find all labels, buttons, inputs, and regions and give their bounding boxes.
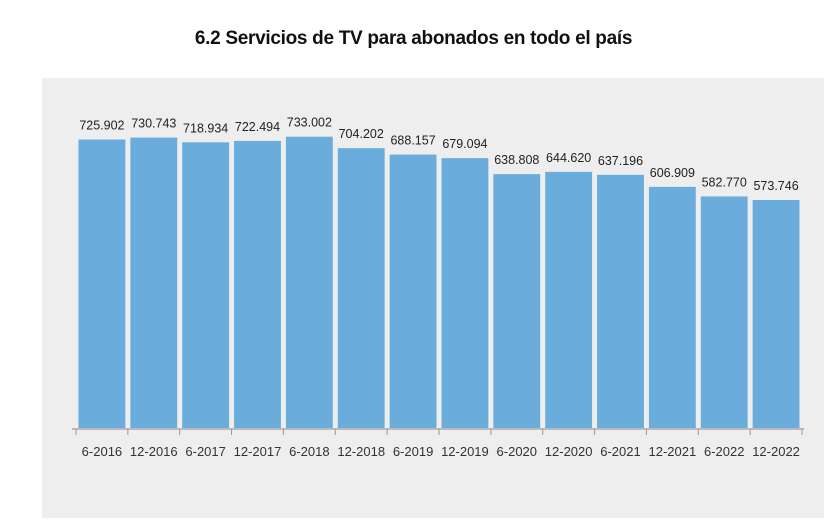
value-label-6-2022: 582.770 [702, 175, 747, 189]
bar-6-2022 [700, 196, 748, 428]
value-label-6-2019: 688.157 [390, 134, 435, 148]
x-tick-label-12-2018: 12-2018 [337, 444, 385, 459]
x-tick-label-12-2016: 12-2016 [130, 444, 178, 459]
value-label-6-2018: 733.002 [287, 116, 332, 130]
value-label-12-2021: 606.909 [650, 166, 695, 180]
x-tick-label-6-2020: 6-2020 [497, 444, 537, 459]
bar-12-2020 [545, 171, 593, 428]
x-tick-label-12-2017: 12-2017 [234, 444, 282, 459]
bar-6-2021 [597, 174, 644, 428]
x-tick-label-12-2022: 12-2022 [752, 444, 800, 459]
value-label-12-2016: 730.743 [131, 117, 176, 131]
bar-12-2021 [648, 186, 696, 428]
bar-12-2016 [130, 137, 178, 429]
bar-12-2017 [234, 140, 281, 429]
value-label-6-2020: 638.808 [494, 153, 539, 167]
x-tick-label-6-2021: 6-2021 [600, 444, 640, 459]
value-label-12-2022: 573.746 [753, 179, 798, 193]
value-label-6-2017: 718.934 [183, 121, 228, 135]
value-label-12-2018: 704.202 [339, 127, 384, 141]
bar-6-2018 [285, 136, 333, 428]
bar-12-2022 [752, 200, 800, 428]
bar-12-2019 [441, 158, 489, 429]
bar-6-2016 [78, 139, 126, 428]
x-tick-label-6-2017: 6-2017 [185, 444, 225, 459]
x-tick-label-6-2019: 6-2019 [393, 444, 433, 459]
x-tick-label-6-2016: 6-2016 [82, 444, 122, 459]
bar-6-2020 [493, 174, 541, 428]
chart-title: 6.2 Servicios de TV para abonados en tod… [194, 28, 633, 49]
value-label-12-2019: 679.094 [442, 137, 487, 151]
value-label-12-2020: 644.620 [546, 151, 591, 165]
x-tick-label-6-2018: 6-2018 [289, 444, 329, 459]
value-label-6-2021: 637.196 [598, 154, 643, 168]
bar-6-2017 [182, 142, 230, 428]
value-label-6-2016: 725.902 [79, 119, 124, 133]
x-tick-label-12-2020: 12-2020 [545, 444, 593, 459]
x-tick-label-6-2022: 6-2022 [704, 444, 744, 459]
bar-12-2018 [337, 148, 385, 428]
x-tick-label-12-2019: 12-2019 [441, 444, 489, 459]
bar-6-2019 [389, 154, 437, 428]
x-tick-label-12-2021: 12-2021 [648, 444, 696, 459]
value-label-12-2017: 722.494 [235, 120, 280, 134]
